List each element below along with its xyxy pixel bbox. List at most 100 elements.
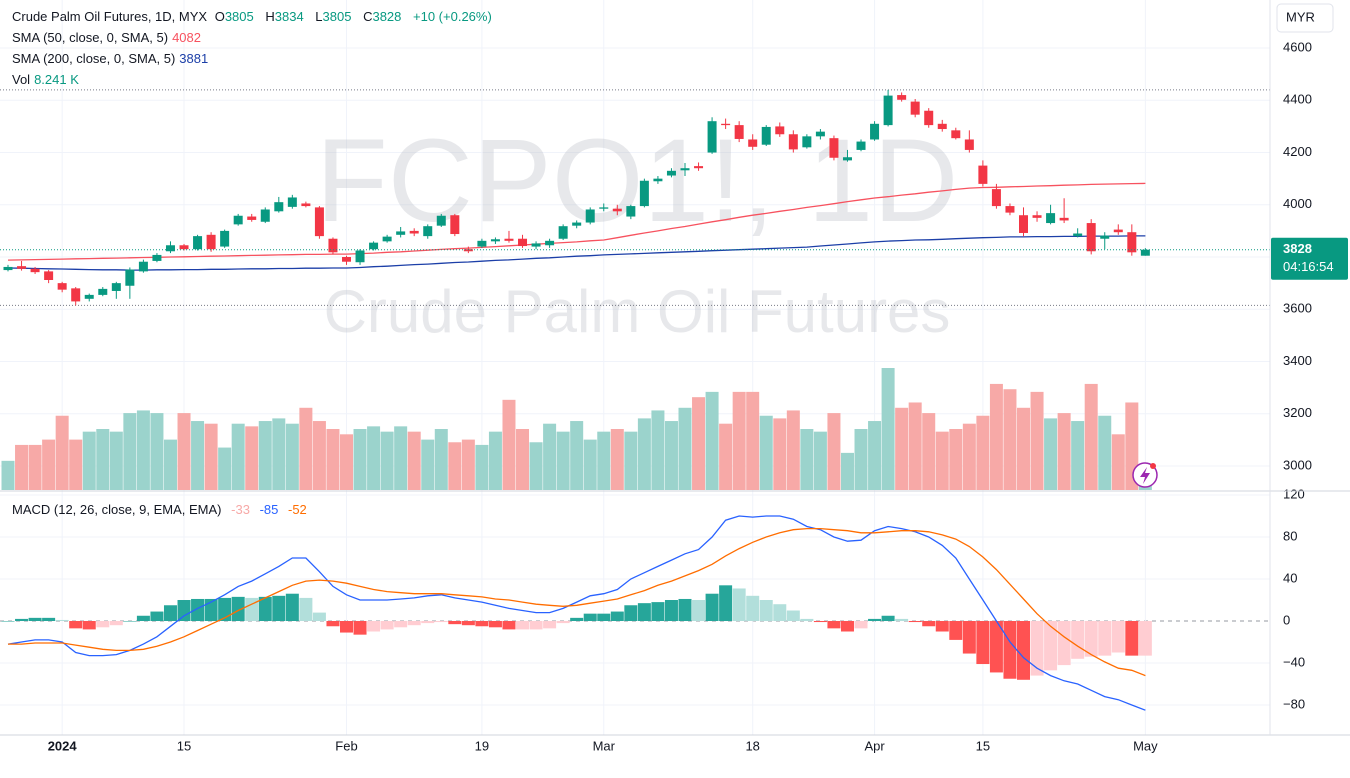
volume-bar bbox=[150, 413, 164, 490]
macd-histogram-bar bbox=[163, 605, 177, 622]
candle-body bbox=[721, 123, 731, 126]
volume-bar bbox=[1057, 413, 1071, 490]
candle-body bbox=[748, 139, 758, 147]
macd-histogram-bar bbox=[759, 600, 773, 622]
ohlc: C3828 bbox=[363, 9, 405, 24]
volume-bar bbox=[881, 368, 895, 490]
macd-histogram-bar bbox=[96, 621, 110, 628]
volume-bar bbox=[96, 429, 110, 490]
legend-row: SMA (200, close, 0, SMA, 5) 3881 bbox=[12, 48, 496, 69]
candle-body bbox=[355, 250, 365, 263]
macd-histogram-bar bbox=[448, 621, 462, 625]
y-tick-label: 0 bbox=[1283, 612, 1290, 627]
candle-body bbox=[423, 226, 433, 237]
macd-histogram-bar bbox=[624, 605, 638, 622]
x-tick-label: Feb bbox=[335, 738, 357, 753]
macd-histogram-bar bbox=[746, 595, 760, 622]
macd-histogram-bar bbox=[258, 596, 272, 622]
macd-histogram-bar bbox=[637, 603, 651, 622]
indicator-value: -33 bbox=[231, 502, 250, 517]
volume-bar bbox=[543, 423, 557, 490]
volume-bar bbox=[637, 418, 651, 490]
legend-row: Crude Palm Oil Futures, 1D, MYX O3805 H3… bbox=[12, 6, 496, 27]
candle-body bbox=[788, 134, 798, 150]
macd-histogram-bar bbox=[109, 621, 123, 626]
macd-histogram-bar bbox=[488, 621, 502, 628]
candle-body bbox=[1032, 215, 1042, 218]
candle-body bbox=[44, 271, 54, 280]
candle-body bbox=[964, 139, 974, 150]
ohlc: L3805 bbox=[315, 9, 355, 24]
volume-bar bbox=[312, 421, 326, 490]
volume-bar bbox=[163, 439, 177, 490]
volume-bar bbox=[69, 439, 83, 490]
volume-bar bbox=[177, 413, 191, 490]
macd-histogram-bar bbox=[854, 621, 868, 629]
volume-bar bbox=[868, 421, 882, 490]
volume-bar bbox=[732, 391, 746, 490]
macd-histogram-bar bbox=[976, 621, 990, 665]
macd-histogram-bar bbox=[935, 621, 949, 632]
volume-bar bbox=[502, 399, 516, 490]
indicator-value: 4082 bbox=[172, 30, 201, 45]
candle-body bbox=[1046, 213, 1056, 224]
candle-body bbox=[17, 266, 27, 269]
candle-body bbox=[30, 268, 40, 273]
macd-histogram-bar bbox=[840, 621, 854, 632]
volume-bar bbox=[962, 423, 976, 490]
ohlc-value: 3805 bbox=[322, 9, 352, 24]
sma-line bbox=[7, 182, 1146, 261]
volume-bar bbox=[719, 423, 733, 490]
macd-histogram-bar bbox=[407, 621, 421, 626]
volume-bar bbox=[380, 431, 394, 490]
candle-body bbox=[666, 170, 676, 176]
y-tick-label: 3000 bbox=[1283, 457, 1312, 472]
candle-body bbox=[951, 130, 961, 139]
ohlc-prefix: O bbox=[214, 9, 225, 24]
candle-body bbox=[897, 95, 907, 100]
macd-histogram-bar bbox=[813, 621, 827, 623]
macd-histogram-bar bbox=[353, 621, 367, 635]
candle-body bbox=[206, 234, 216, 250]
candle-body bbox=[572, 222, 582, 226]
macd-histogram-bar bbox=[502, 621, 516, 630]
y-tick-label: 40 bbox=[1283, 570, 1297, 585]
volume-bar bbox=[705, 391, 719, 490]
volume-bar bbox=[231, 423, 245, 490]
candle-body bbox=[477, 240, 487, 247]
candle-body bbox=[1005, 206, 1015, 213]
macd-histogram-bar bbox=[1098, 621, 1112, 656]
candle-body bbox=[802, 136, 812, 148]
y-tick-label: 3600 bbox=[1283, 301, 1312, 316]
macd-histogram-bar bbox=[949, 621, 963, 640]
volume-bar bbox=[272, 418, 286, 490]
volume-bar bbox=[597, 431, 611, 490]
macd-histogram-bar bbox=[881, 615, 895, 622]
x-tick-label: May bbox=[1133, 738, 1158, 753]
ohlc-value: 3805 bbox=[224, 9, 254, 24]
candle-body bbox=[639, 180, 649, 207]
alert-icon-bolt bbox=[1140, 467, 1150, 484]
candle-body bbox=[978, 165, 988, 184]
currency-button bbox=[1276, 3, 1334, 33]
volume-bar bbox=[1017, 407, 1030, 490]
macd-legend: MACD (12, 26, close, 9, EMA, EMA) -33 -8… bbox=[12, 502, 313, 517]
volume-bar bbox=[1071, 421, 1085, 490]
symbol-title: Crude Palm Oil Futures, 1D, MYX bbox=[12, 9, 208, 24]
candle-body bbox=[71, 288, 81, 302]
macd-histogram-bar bbox=[543, 621, 557, 629]
volume-bar bbox=[434, 429, 448, 490]
macd-histogram-bar bbox=[895, 618, 909, 622]
volume-bar bbox=[827, 413, 841, 490]
candle-body bbox=[842, 157, 852, 161]
candle-body bbox=[761, 126, 771, 145]
candle-body bbox=[490, 239, 500, 242]
macd-histogram-bar bbox=[15, 618, 29, 622]
y-tick-label: 3400 bbox=[1283, 353, 1312, 368]
ohlc-value: 3828 bbox=[372, 9, 402, 24]
volume-bar bbox=[82, 431, 96, 490]
macd-histogram-bar bbox=[55, 619, 69, 622]
ohlc-prefix: C bbox=[363, 9, 373, 24]
candle-body bbox=[531, 243, 541, 247]
volume-bar bbox=[570, 421, 584, 490]
